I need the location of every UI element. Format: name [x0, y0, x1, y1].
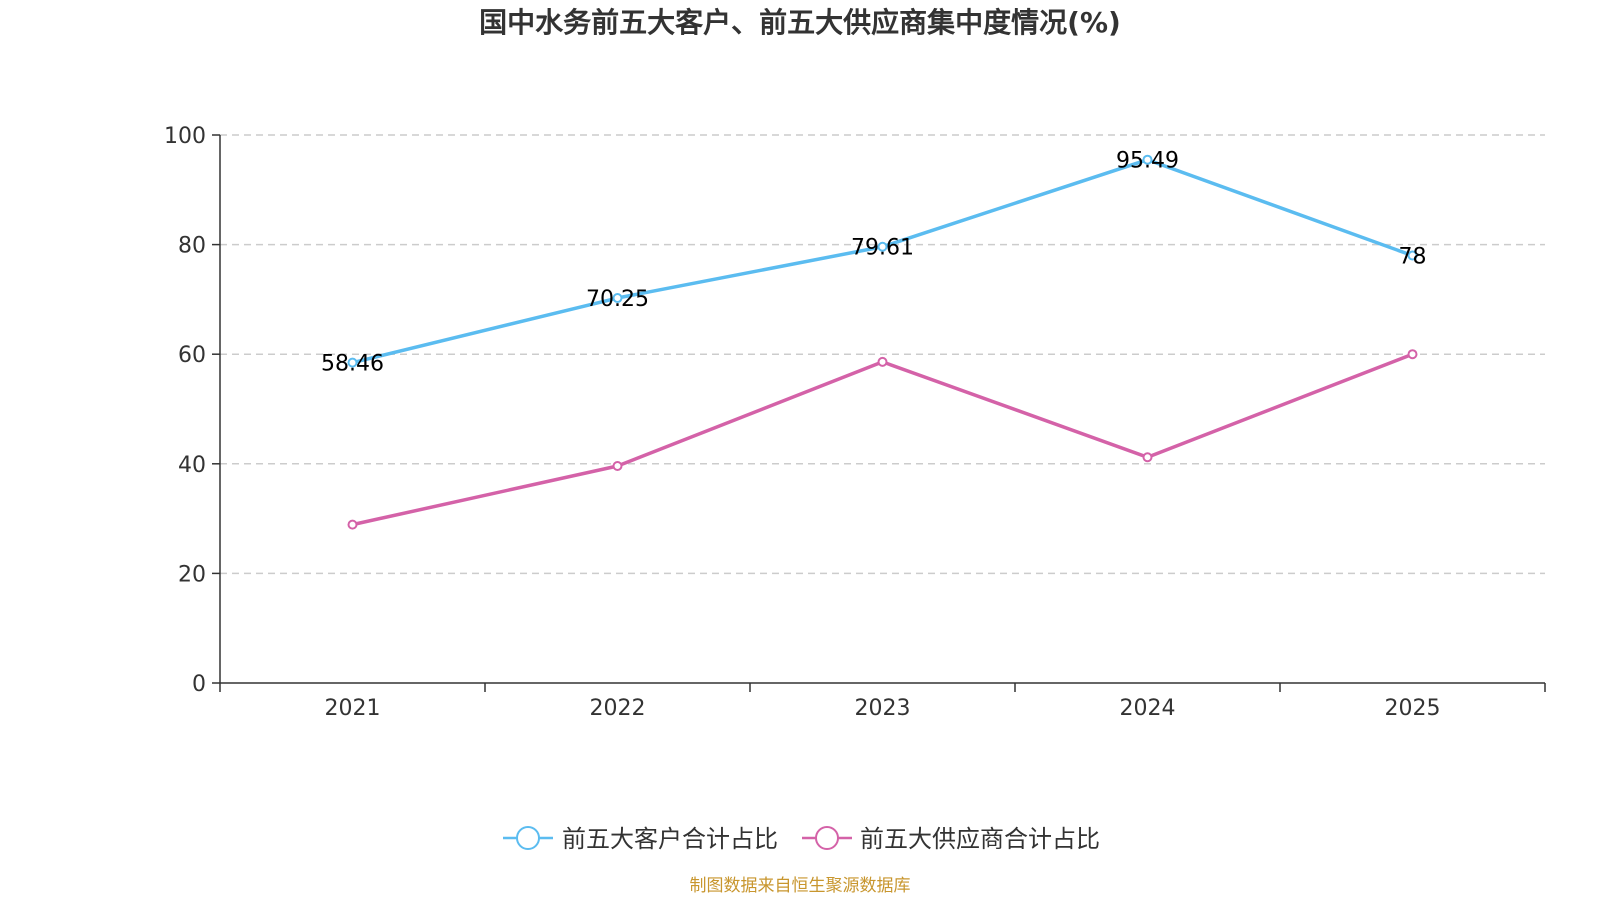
data-label: 95.49 [1116, 149, 1179, 174]
series-line [352, 352, 1414, 527]
series-layer: 58.46 70.25 79.61 95.49 78 [321, 149, 1427, 530]
data-point [347, 357, 358, 368]
source-note: 制图数据来自恒生聚源数据库 [690, 876, 911, 896]
y-tick-label: 20 [178, 562, 206, 587]
grid-layer [220, 134, 1545, 575]
y-tick-label: 60 [178, 343, 206, 368]
data-label: 79.61 [851, 236, 914, 261]
x-tick-label: 2023 [855, 696, 911, 721]
data-point [612, 460, 623, 471]
data-point [1407, 349, 1418, 360]
legend-marker-icon [815, 826, 839, 850]
series-line [352, 157, 1414, 365]
axis-layer: 0 20 40 60 80 100 2021 2022 2023 2024 2025 [164, 124, 1546, 721]
y-tick-label: 40 [178, 453, 206, 478]
chart-title: 国中水务前五大客户、前五大供应商集中度情况(%) [479, 6, 1121, 39]
y-tick-label: 100 [164, 124, 206, 149]
series-0: 58.46 70.25 79.61 95.49 78 [321, 149, 1426, 377]
data-point [877, 241, 888, 252]
data-point [1142, 154, 1153, 165]
data-point [347, 519, 358, 530]
legend-label: 前五大供应商合计占比 [860, 825, 1100, 853]
x-tick-label: 2022 [590, 696, 646, 721]
data-label: 70.25 [586, 287, 649, 312]
legend-label: 前五大客户合计占比 [562, 825, 778, 853]
data-point [1142, 452, 1153, 463]
data-point [877, 356, 888, 367]
y-tick-label: 0 [192, 672, 206, 697]
x-tick-label: 2025 [1385, 696, 1441, 721]
data-point [1407, 250, 1418, 261]
x-tick-label: 2024 [1120, 696, 1176, 721]
legend-item-1[interactable]: 前五大供应商合计占比 [802, 825, 1100, 853]
legend-marker-icon [516, 826, 540, 850]
x-tick-label: 2021 [325, 696, 381, 721]
legend-item-0[interactable]: 前五大客户合计占比 [503, 825, 778, 853]
data-label: 78 [1399, 245, 1427, 270]
legend[interactable]: 前五大客户合计占比 前五大供应商合计占比 [503, 825, 1100, 853]
y-tick-label: 80 [178, 234, 206, 259]
data-label: 58.46 [321, 352, 384, 377]
series-1 [347, 349, 1418, 530]
data-point [612, 293, 623, 304]
